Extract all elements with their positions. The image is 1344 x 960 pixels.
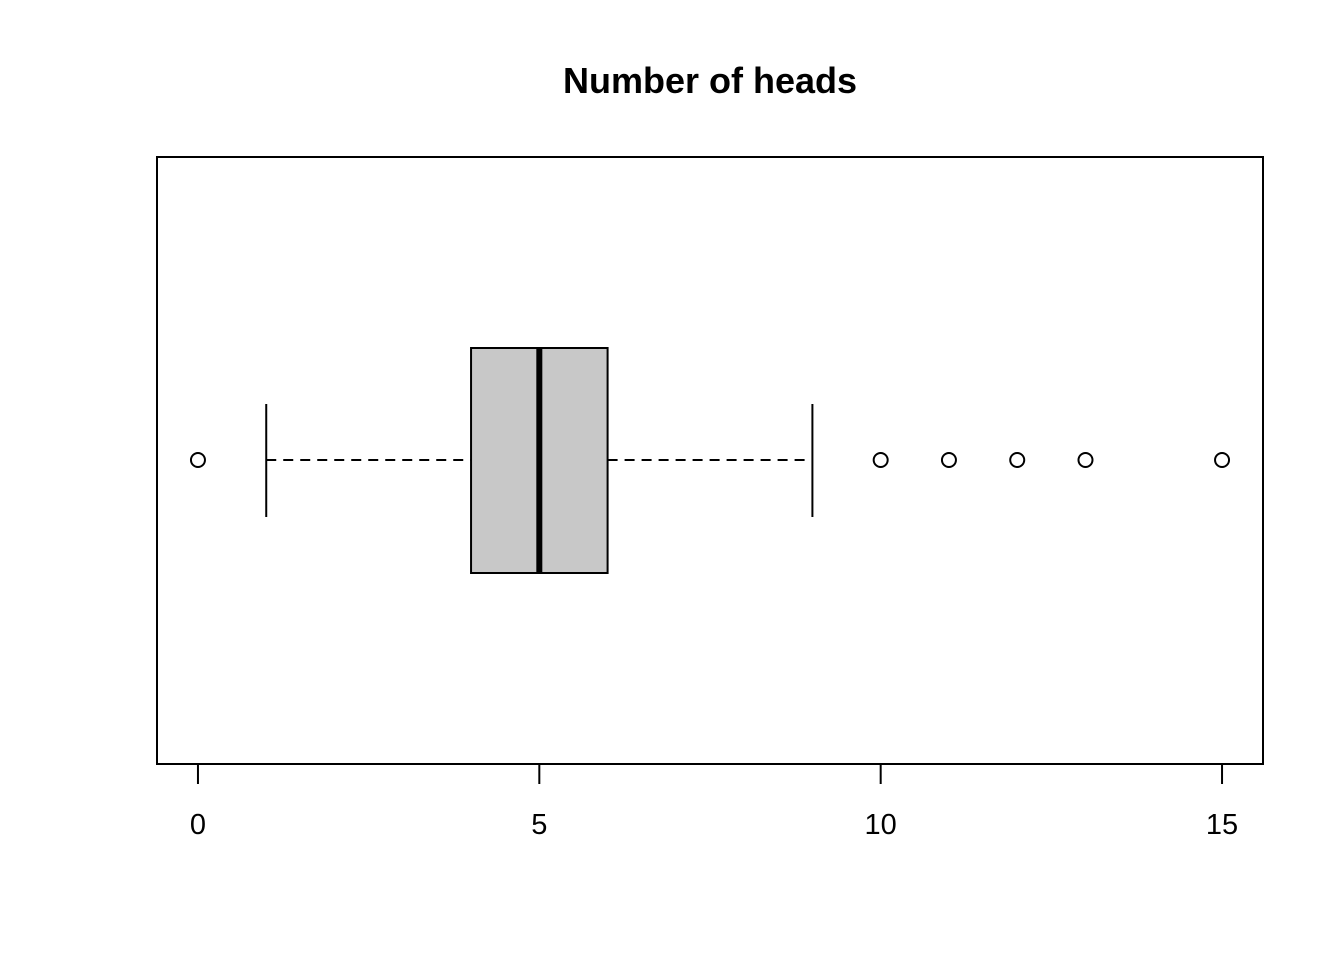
chart-title: Number of heads xyxy=(563,60,857,101)
outlier-point-0 xyxy=(189,452,206,468)
outlier-point-13 xyxy=(1077,452,1094,468)
x-tick-label-10: 10 xyxy=(865,809,897,841)
outlier-point-10 xyxy=(872,452,889,468)
x-tick-label-15: 15 xyxy=(1206,809,1238,841)
x-axis: 0 5 10 15 xyxy=(190,763,1238,841)
x-tick-label-0: 0 xyxy=(190,809,206,841)
outlier-point-11 xyxy=(940,452,957,468)
outlier-point-12 xyxy=(1009,452,1026,468)
outlier-point-15 xyxy=(1214,452,1231,468)
x-tick-label-5: 5 xyxy=(531,809,547,841)
plot-area xyxy=(189,347,1231,574)
